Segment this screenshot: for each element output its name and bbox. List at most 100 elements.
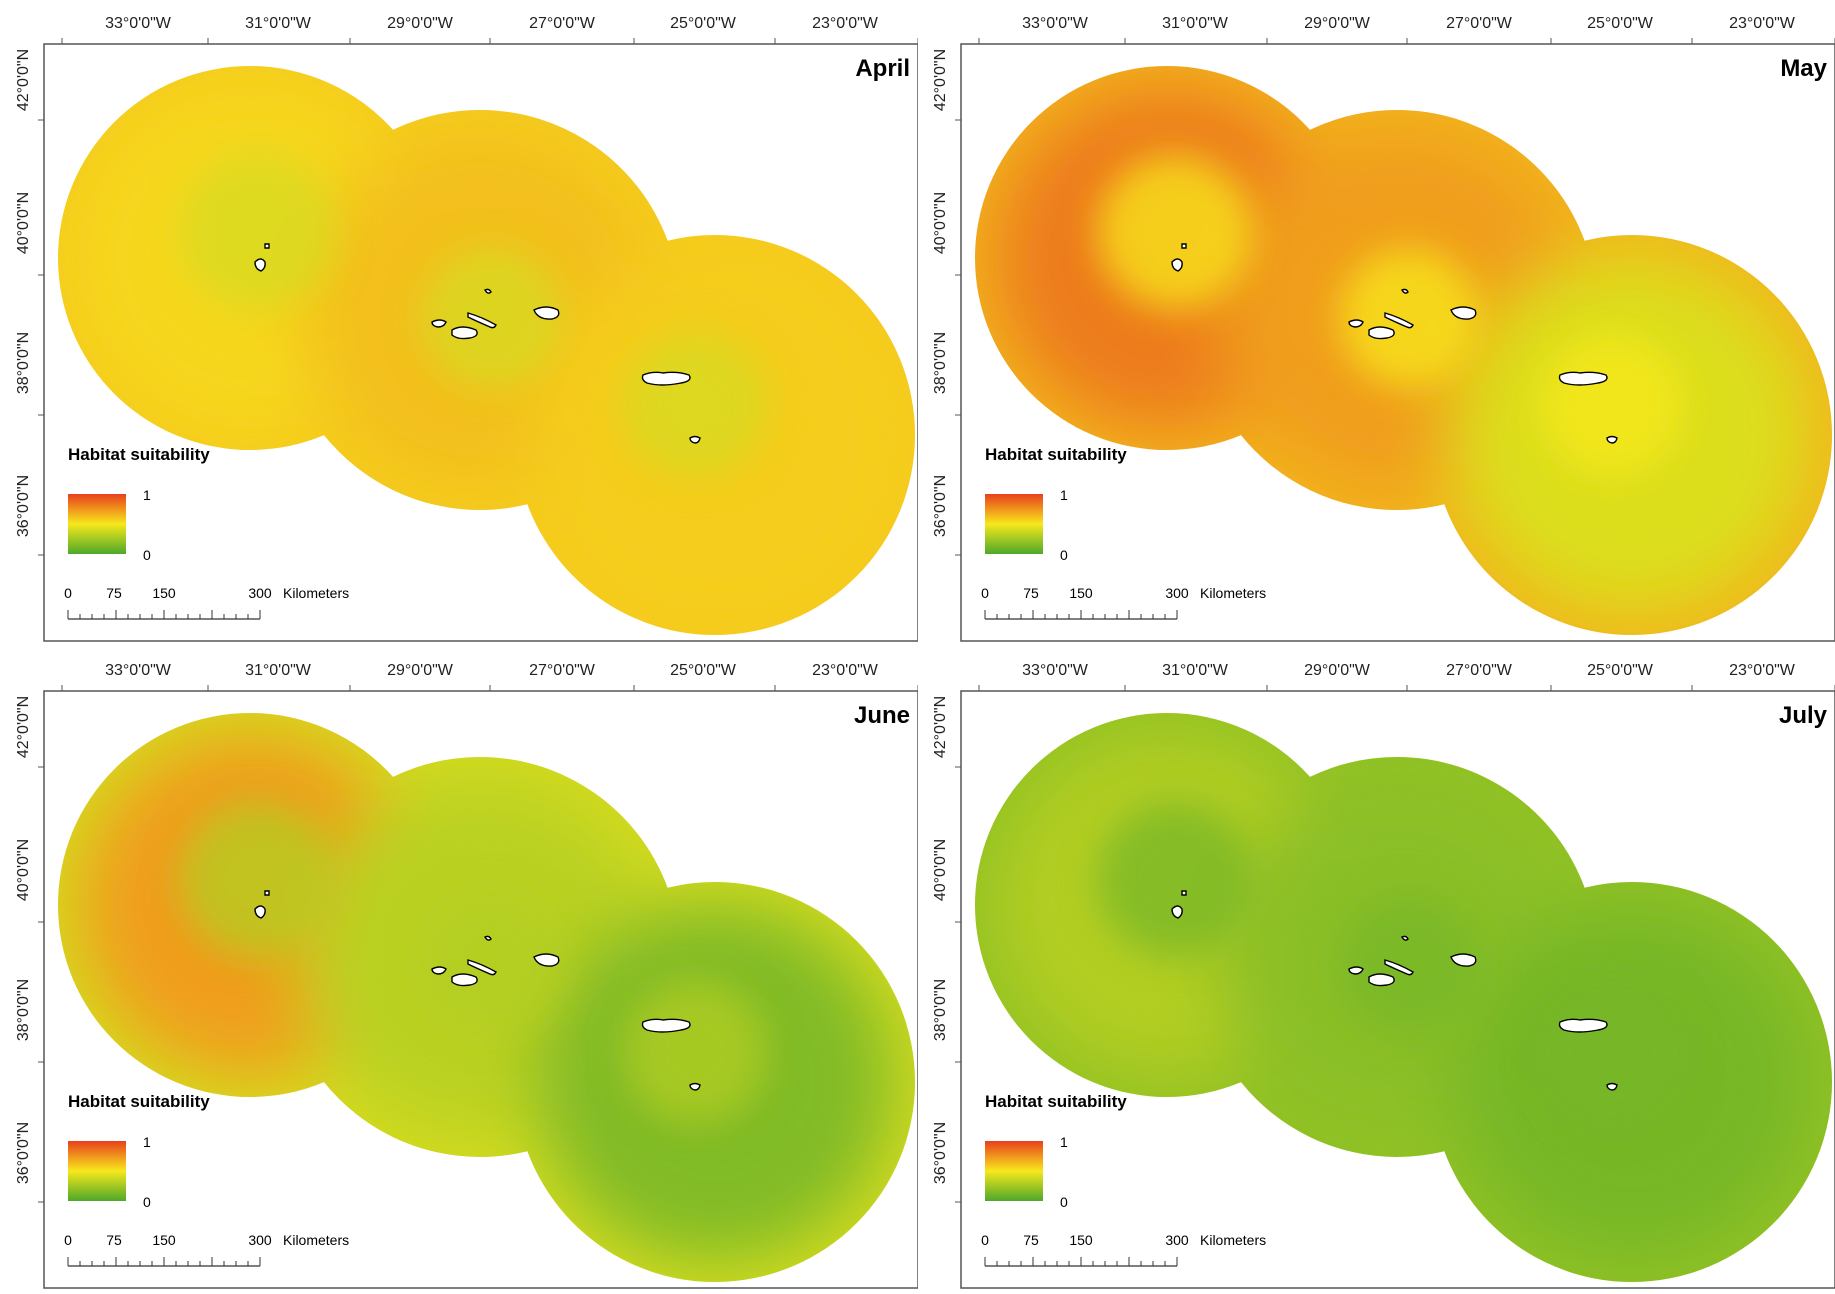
island-outline <box>533 306 560 320</box>
island-outline <box>689 1082 701 1091</box>
island-outline <box>1171 258 1183 272</box>
scale-bar-label: 75 <box>1023 585 1039 601</box>
suitability-core <box>1097 154 1253 310</box>
scale-bar-label: 0 <box>981 585 989 601</box>
scale-bar-label: 0 <box>981 1232 989 1248</box>
latitude-label: 38°0'0"N <box>15 979 32 1041</box>
legend-title: Habitat suitability <box>68 1092 210 1111</box>
island-outline <box>1348 319 1364 328</box>
legend-color-ramp <box>985 1141 1043 1201</box>
longitude-label: 29°0'0"W <box>387 15 454 32</box>
island-outline <box>431 966 447 975</box>
latitude-label: 42°0'0"N <box>932 49 949 111</box>
longitude-label: 33°0'0"W <box>1022 662 1089 679</box>
longitude-label: 25°0'0"W <box>670 662 737 679</box>
island-outline <box>1368 973 1395 987</box>
legend-title: Habitat suitability <box>985 1092 1127 1111</box>
longitude-label: 23°0'0"W <box>812 15 879 32</box>
latitude-label: 40°0'0"N <box>932 192 949 254</box>
scale-bar-label: 75 <box>106 585 122 601</box>
island-outline <box>254 258 266 272</box>
legend-color-ramp <box>68 494 126 554</box>
latitude-label: 36°0'0"N <box>15 475 32 537</box>
longitude-label: 31°0'0"W <box>245 15 312 32</box>
longitude-label: 29°0'0"W <box>1304 662 1371 679</box>
scale-bar-label: 0 <box>64 1232 72 1248</box>
latitude-label: 38°0'0"N <box>932 979 949 1041</box>
scale-bar-label: 300 <box>248 585 272 601</box>
island-outline <box>254 905 266 919</box>
latitude-label: 42°0'0"N <box>15 696 32 758</box>
island-outline <box>451 973 478 987</box>
island-outline <box>1401 288 1409 294</box>
suitability-core <box>1540 980 1684 1124</box>
island-outline <box>1181 890 1187 896</box>
legend-min-label: 0 <box>1060 1194 1068 1210</box>
island-outline <box>1348 966 1364 975</box>
island-outline <box>264 243 270 249</box>
suitability-core <box>1339 895 1479 1035</box>
legend-title: Habitat suitability <box>985 445 1127 464</box>
legend: Habitat suitability 1 0 <box>985 445 1127 563</box>
island-outline <box>1181 243 1187 249</box>
longitude-label: 33°0'0"W <box>1022 15 1089 32</box>
legend: Habitat suitability 1 0 <box>68 1092 210 1210</box>
map-svg: 33°0'0"W 31°0'0"W 29°0'0"W 27°0'0"W 25°0'0"W… <box>15 662 918 1289</box>
legend-color-ramp <box>68 1141 126 1201</box>
longitude-label: 29°0'0"W <box>387 662 454 679</box>
island-outline <box>264 890 270 896</box>
latitude-label: 38°0'0"N <box>932 332 949 394</box>
scale-bar: 0 75 150 300 Kilometers <box>981 585 1266 620</box>
island-outline <box>1558 371 1608 386</box>
month-title: June <box>854 702 910 729</box>
island-outline <box>467 959 497 976</box>
map-panel-may: 33°0'0"W 31°0'0"W 29°0'0"W 27°0'0"W 25°0'0"W… <box>917 0 1835 647</box>
latitude-label: 36°0'0"N <box>932 1122 949 1184</box>
map-panel-july: 33°0'0"W 31°0'0"W 29°0'0"W 27°0'0"W 25°0'0"W… <box>917 647 1835 1294</box>
map-panel-april: 33°0'0"W 31°0'0"W 29°0'0"W 27°0'0"W 25°0'0"W… <box>0 0 918 647</box>
scale-bar-label: 300 <box>1165 585 1189 601</box>
longitude-label: 27°0'0"W <box>1446 662 1513 679</box>
island-outline <box>1368 326 1395 340</box>
island-outline <box>533 953 560 967</box>
island-outline <box>1171 905 1183 919</box>
longitude-label: 25°0'0"W <box>670 15 737 32</box>
scale-bar-unit: Kilometers <box>283 1232 349 1248</box>
latitude-label: 36°0'0"N <box>15 1122 32 1184</box>
legend-max-label: 1 <box>1060 487 1068 503</box>
latitude-label: 40°0'0"N <box>15 839 32 901</box>
map-svg: 33°0'0"W 31°0'0"W 29°0'0"W 27°0'0"W 25°0'0"W… <box>932 15 1835 642</box>
longitude-label: 23°0'0"W <box>1729 15 1796 32</box>
island-outline <box>1450 953 1477 967</box>
suitability-core <box>422 895 562 1035</box>
longitude-label: 33°0'0"W <box>105 662 172 679</box>
island-outline <box>484 935 492 941</box>
scale-bar-label: 150 <box>152 585 176 601</box>
legend-title: Habitat suitability <box>68 445 210 464</box>
longitude-label: 31°0'0"W <box>1162 15 1229 32</box>
longitude-label: 31°0'0"W <box>1162 662 1229 679</box>
island-outline <box>1606 1082 1618 1091</box>
legend-max-label: 1 <box>143 1134 151 1150</box>
longitude-label: 25°0'0"W <box>1587 15 1654 32</box>
island-outline <box>641 1018 691 1033</box>
suitability-core <box>180 801 336 957</box>
longitude-label: 31°0'0"W <box>245 662 312 679</box>
scale-bar-label: 150 <box>1069 585 1093 601</box>
longitude-label: 29°0'0"W <box>1304 15 1371 32</box>
scale-bar-unit: Kilometers <box>1200 1232 1266 1248</box>
longitude-label: 23°0'0"W <box>812 662 879 679</box>
latitude-label: 42°0'0"N <box>932 696 949 758</box>
island-outline <box>1401 935 1409 941</box>
island-outline <box>641 371 691 386</box>
island-outline <box>1450 306 1477 320</box>
longitude-label: 23°0'0"W <box>1729 662 1796 679</box>
legend-min-label: 0 <box>143 1194 151 1210</box>
scale-bar-label: 150 <box>152 1232 176 1248</box>
longitude-label: 27°0'0"W <box>529 15 596 32</box>
suitability-core <box>1540 333 1684 477</box>
map-panel-june: 33°0'0"W 31°0'0"W 29°0'0"W 27°0'0"W 25°0'0"W… <box>0 647 918 1294</box>
legend: Habitat suitability 1 0 <box>68 445 210 563</box>
longitude-label: 33°0'0"W <box>105 15 172 32</box>
legend-max-label: 1 <box>143 487 151 503</box>
